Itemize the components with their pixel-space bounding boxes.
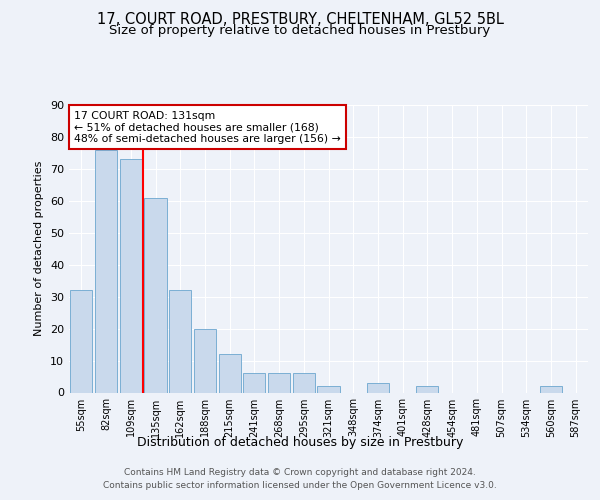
Bar <box>293 374 315 392</box>
Text: Distribution of detached houses by size in Prestbury: Distribution of detached houses by size … <box>137 436 463 449</box>
Bar <box>416 386 439 392</box>
Bar <box>95 150 117 392</box>
Bar <box>119 160 142 392</box>
Bar <box>169 290 191 392</box>
Bar <box>218 354 241 393</box>
Bar <box>540 386 562 392</box>
Bar <box>145 198 167 392</box>
Bar <box>194 328 216 392</box>
Text: Contains HM Land Registry data © Crown copyright and database right 2024.: Contains HM Land Registry data © Crown c… <box>124 468 476 477</box>
Text: 17, COURT ROAD, PRESTBURY, CHELTENHAM, GL52 5BL: 17, COURT ROAD, PRESTBURY, CHELTENHAM, G… <box>97 12 503 28</box>
Bar <box>70 290 92 392</box>
Text: Size of property relative to detached houses in Prestbury: Size of property relative to detached ho… <box>109 24 491 37</box>
Bar <box>243 374 265 392</box>
Y-axis label: Number of detached properties: Number of detached properties <box>34 161 44 336</box>
Text: 17 COURT ROAD: 131sqm
← 51% of detached houses are smaller (168)
48% of semi-det: 17 COURT ROAD: 131sqm ← 51% of detached … <box>74 111 341 144</box>
Bar <box>367 383 389 392</box>
Bar <box>268 374 290 392</box>
Text: Contains public sector information licensed under the Open Government Licence v3: Contains public sector information licen… <box>103 482 497 490</box>
Bar <box>317 386 340 392</box>
